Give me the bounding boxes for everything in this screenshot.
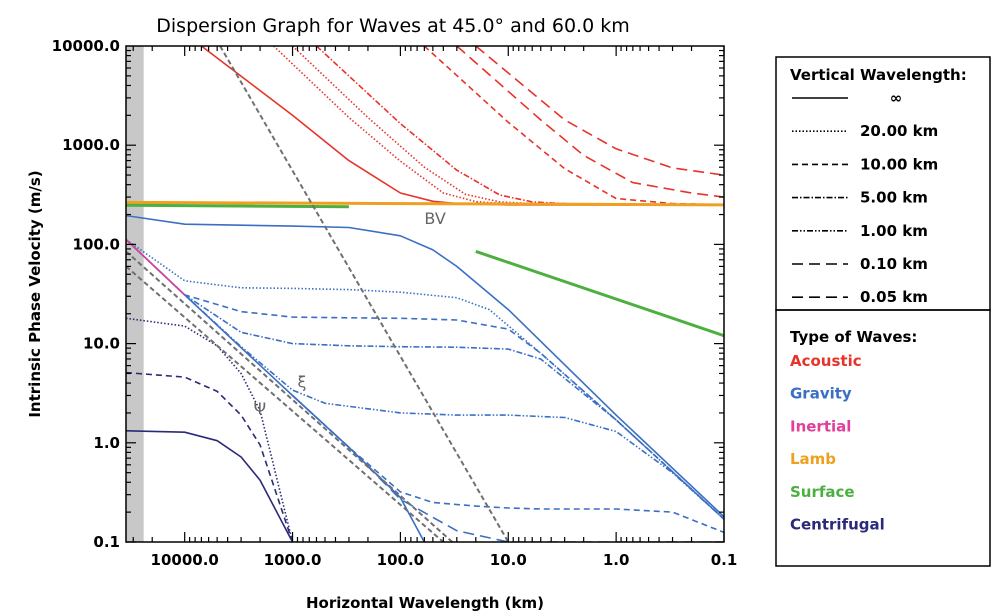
legend-vertical-label: 5.00 km (860, 189, 928, 207)
legend-type-label: Lamb (790, 450, 836, 468)
lamb-curve-7 (126, 200, 724, 207)
legend-wave-types: Type of Waves: Acoustic Gravity Inertial La… (775, 309, 991, 567)
legend-vertical-label: ∞ (890, 89, 903, 107)
x-tick-label: 0.1 (711, 551, 738, 569)
gravity-curve-17 (291, 394, 724, 542)
annotation-label: BV (424, 209, 445, 228)
legend-types-box (775, 309, 991, 567)
y-tick-label: 100.0 (73, 235, 120, 253)
legend-types-title: Type of Waves: (790, 328, 917, 346)
acoustic-curve-5 (456, 46, 724, 198)
y-tick-label: 1000.0 (62, 136, 120, 154)
gravity-curve-16 (291, 394, 724, 534)
gravity-curve-12 (126, 238, 724, 520)
gravity-curve-15 (126, 238, 724, 520)
legend-type-label: Surface (790, 483, 855, 501)
surface-curve-8 (126, 203, 349, 209)
centrifugal-curve-20 (126, 371, 294, 542)
x-tick-label: 1000.0 (264, 551, 322, 569)
legend-vertical-label: 1.00 km (860, 222, 928, 240)
legend-vertical-label: 0.10 km (860, 255, 928, 273)
inertial-curve-18 (126, 238, 186, 296)
surface-curve-9 (475, 249, 724, 338)
gravity-curve-13 (126, 238, 724, 520)
x-tick-label: 1.0 (603, 551, 630, 569)
legend-type-label: Gravity (790, 385, 852, 403)
tick-layer: 10000.0 1000.0 100.0 10.0 1.0 0.1 10000.0 1000.… (52, 37, 738, 569)
legend-type-label: Inertial (790, 417, 851, 435)
plot-frame (125, 45, 725, 543)
reference-curve-24 (126, 250, 453, 542)
centrifugal-curve-21 (126, 317, 294, 542)
gravity-curve-10 (126, 214, 724, 518)
y-tick-label: 10.0 (83, 335, 120, 353)
legend-vertical-title: Vertical Wavelength: (790, 66, 967, 84)
y-tick-label: 1.0 (93, 434, 120, 452)
y-tick-label: 10000.0 (52, 37, 120, 55)
annotation-label: ξ (297, 373, 306, 392)
acoustic-curve-0 (200, 46, 724, 206)
legend-type-label: Centrifugal (790, 516, 885, 534)
x-tick-label: 10.0 (490, 551, 527, 569)
x-tick-label: 100.0 (377, 551, 424, 569)
gravity-curve-11 (126, 238, 426, 542)
reference-curve-22 (219, 46, 510, 542)
gravity-curve-14 (126, 238, 724, 520)
legend-vertical-label: 20.00 km (860, 122, 938, 140)
legend-vertical-label: 10.00 km (860, 155, 938, 173)
acoustic-curve-6 (475, 46, 724, 176)
reference-curve-23 (126, 265, 444, 542)
y-axis-label: Intrinsic Phase Velocity (m/s) (26, 170, 44, 417)
x-axis-label: Horizontal Wavelength (km) (306, 594, 544, 612)
series-layer (126, 46, 724, 542)
acoustic-curve-3 (315, 46, 724, 206)
legend-vertical-wavelength: Vertical Wavelength: ∞ 20.00 km 10.00 km 5.… (775, 56, 991, 311)
x-tick-label: 10000.0 (151, 551, 219, 569)
annotation-label: Ψ (254, 399, 267, 418)
legend-vertical-label: 0.05 km (860, 288, 928, 306)
acoustic-curve-2 (291, 46, 724, 206)
chart-title: Dispersion Graph for Waves at 45.0° and … (156, 15, 629, 37)
shaded-region (126, 46, 144, 542)
centrifugal-curve-19 (126, 430, 294, 542)
legend-type-label: Acoustic (790, 352, 862, 370)
annotation-layer: BV ξ Ψ (254, 209, 446, 418)
y-tick-label: 0.1 (93, 533, 120, 551)
acoustic-curve-1 (273, 46, 724, 206)
